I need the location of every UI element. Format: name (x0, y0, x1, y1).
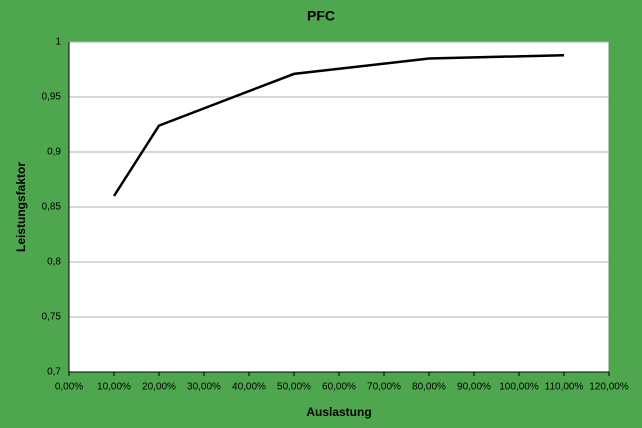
y-tick-label: 1 (55, 37, 61, 48)
x-tick-label: 110,00% (545, 382, 584, 393)
y-tick-label: 0,95 (42, 92, 62, 103)
x-axis-label: Auslastung (306, 405, 371, 419)
x-tick-label: 30,00% (187, 382, 221, 393)
x-tick-label: 40,00% (232, 382, 266, 393)
x-tick-label: 20,00% (142, 382, 176, 393)
y-tick-label: 0,85 (42, 202, 62, 213)
y-axis-label: Leistungsfaktor (14, 162, 28, 252)
y-tick-label: 0,75 (42, 312, 62, 323)
x-tick-label: 0,00% (55, 382, 83, 393)
x-tick-label: 90,00% (457, 382, 491, 393)
x-tick-label: 50,00% (277, 382, 311, 393)
x-tick-label: 120,00% (589, 382, 629, 393)
x-tick-label: 100,00% (499, 382, 539, 393)
x-tick-label: 80,00% (412, 382, 446, 393)
y-tick-label: 0,8 (47, 257, 61, 268)
data-line (112, 53, 565, 197)
y-tick-label: 0,7 (47, 367, 61, 378)
x-tick-label: 10,00% (97, 382, 131, 393)
x-tick-label: 70,00% (367, 382, 401, 393)
y-tick-label: 0,9 (47, 147, 61, 158)
x-tick-label: 60,00% (322, 382, 356, 393)
chart-title: PFC (307, 8, 335, 24)
